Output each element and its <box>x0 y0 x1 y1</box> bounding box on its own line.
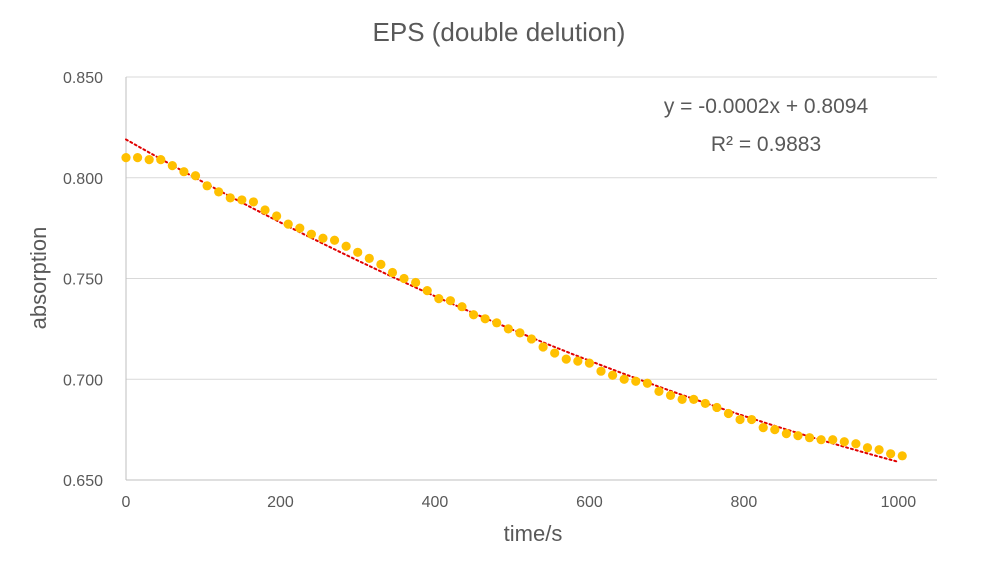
data-point <box>457 302 467 312</box>
data-point <box>573 356 583 366</box>
data-point <box>665 390 676 400</box>
data-point <box>550 348 560 358</box>
y-tick-label: 0.850 <box>63 70 103 87</box>
x-tick-label: 600 <box>576 494 603 511</box>
data-point <box>596 366 606 376</box>
data-point <box>260 205 270 215</box>
x-tick-label: 800 <box>731 494 758 511</box>
data-point <box>851 439 861 449</box>
y-tick-label: 0.700 <box>63 372 103 389</box>
x-axis-title: time/s <box>504 521 563 546</box>
data-point <box>654 386 664 396</box>
data-point <box>295 223 305 233</box>
data-point <box>434 294 444 304</box>
data-point <box>329 235 340 245</box>
data-point <box>283 219 293 229</box>
data-point <box>318 233 328 243</box>
data-points <box>121 153 907 461</box>
trendline-r-squared: R² = 0.9883 <box>711 133 821 156</box>
data-point <box>828 435 838 445</box>
x-tick-label: 200 <box>267 494 294 511</box>
data-point <box>619 374 629 384</box>
data-point <box>167 161 177 171</box>
data-point <box>793 431 803 441</box>
y-tick-label: 0.750 <box>63 272 103 289</box>
data-point <box>804 433 815 443</box>
data-point <box>515 328 525 338</box>
data-point <box>816 435 826 445</box>
y-axis-title: absorption <box>26 227 51 330</box>
data-point <box>132 153 143 163</box>
data-point <box>874 445 884 455</box>
data-point <box>248 197 259 207</box>
data-point <box>179 167 189 177</box>
data-point <box>422 285 432 296</box>
axes <box>125 77 937 481</box>
data-point <box>225 193 235 203</box>
data-point <box>202 181 212 191</box>
data-point <box>712 402 722 413</box>
data-point <box>608 370 618 380</box>
gridlines <box>126 76 937 380</box>
data-point <box>156 155 166 165</box>
y-tick-label: 0.800 <box>63 171 103 188</box>
data-point <box>353 247 363 257</box>
data-point <box>781 429 791 439</box>
data-point <box>480 314 490 324</box>
x-tick-label: 0 <box>122 494 131 511</box>
data-point <box>411 277 421 288</box>
trendline-equation: y = -0.0002x + 0.8094 <box>664 95 869 118</box>
data-point <box>747 414 757 425</box>
data-point <box>376 259 386 269</box>
data-point <box>886 449 896 459</box>
data-point <box>561 354 571 364</box>
data-point <box>190 171 201 181</box>
data-point <box>445 296 455 306</box>
data-point <box>503 324 513 334</box>
x-tick-label: 400 <box>422 494 449 511</box>
data-point <box>526 334 537 344</box>
data-point <box>689 394 699 404</box>
data-point <box>468 310 479 320</box>
tick-labels: 0.650 0.700 0.750 0.800 0.850 0 200 400 600 800 10… <box>63 70 916 511</box>
data-point <box>642 378 652 388</box>
data-point <box>237 195 247 205</box>
data-point <box>538 342 548 352</box>
data-point <box>700 398 710 409</box>
data-point <box>770 425 780 435</box>
data-point <box>272 211 282 221</box>
data-point <box>758 423 768 433</box>
data-point <box>723 408 734 419</box>
x-tick-label: 1000 <box>881 494 917 511</box>
data-point <box>492 318 502 328</box>
data-point <box>387 267 398 278</box>
data-point <box>735 414 745 425</box>
data-point <box>584 358 595 368</box>
data-point <box>897 451 907 461</box>
data-point <box>399 273 409 284</box>
data-point <box>839 437 849 447</box>
data-point <box>306 229 316 239</box>
data-point <box>214 187 224 197</box>
y-tick-label: 0.650 <box>63 473 103 490</box>
data-point <box>121 153 131 163</box>
data-point <box>364 253 374 263</box>
data-point <box>341 241 351 251</box>
data-point <box>631 376 641 386</box>
chart-title: EPS (double delution) <box>373 17 626 47</box>
data-point <box>677 394 687 404</box>
data-point <box>144 155 154 165</box>
data-point <box>862 443 873 453</box>
